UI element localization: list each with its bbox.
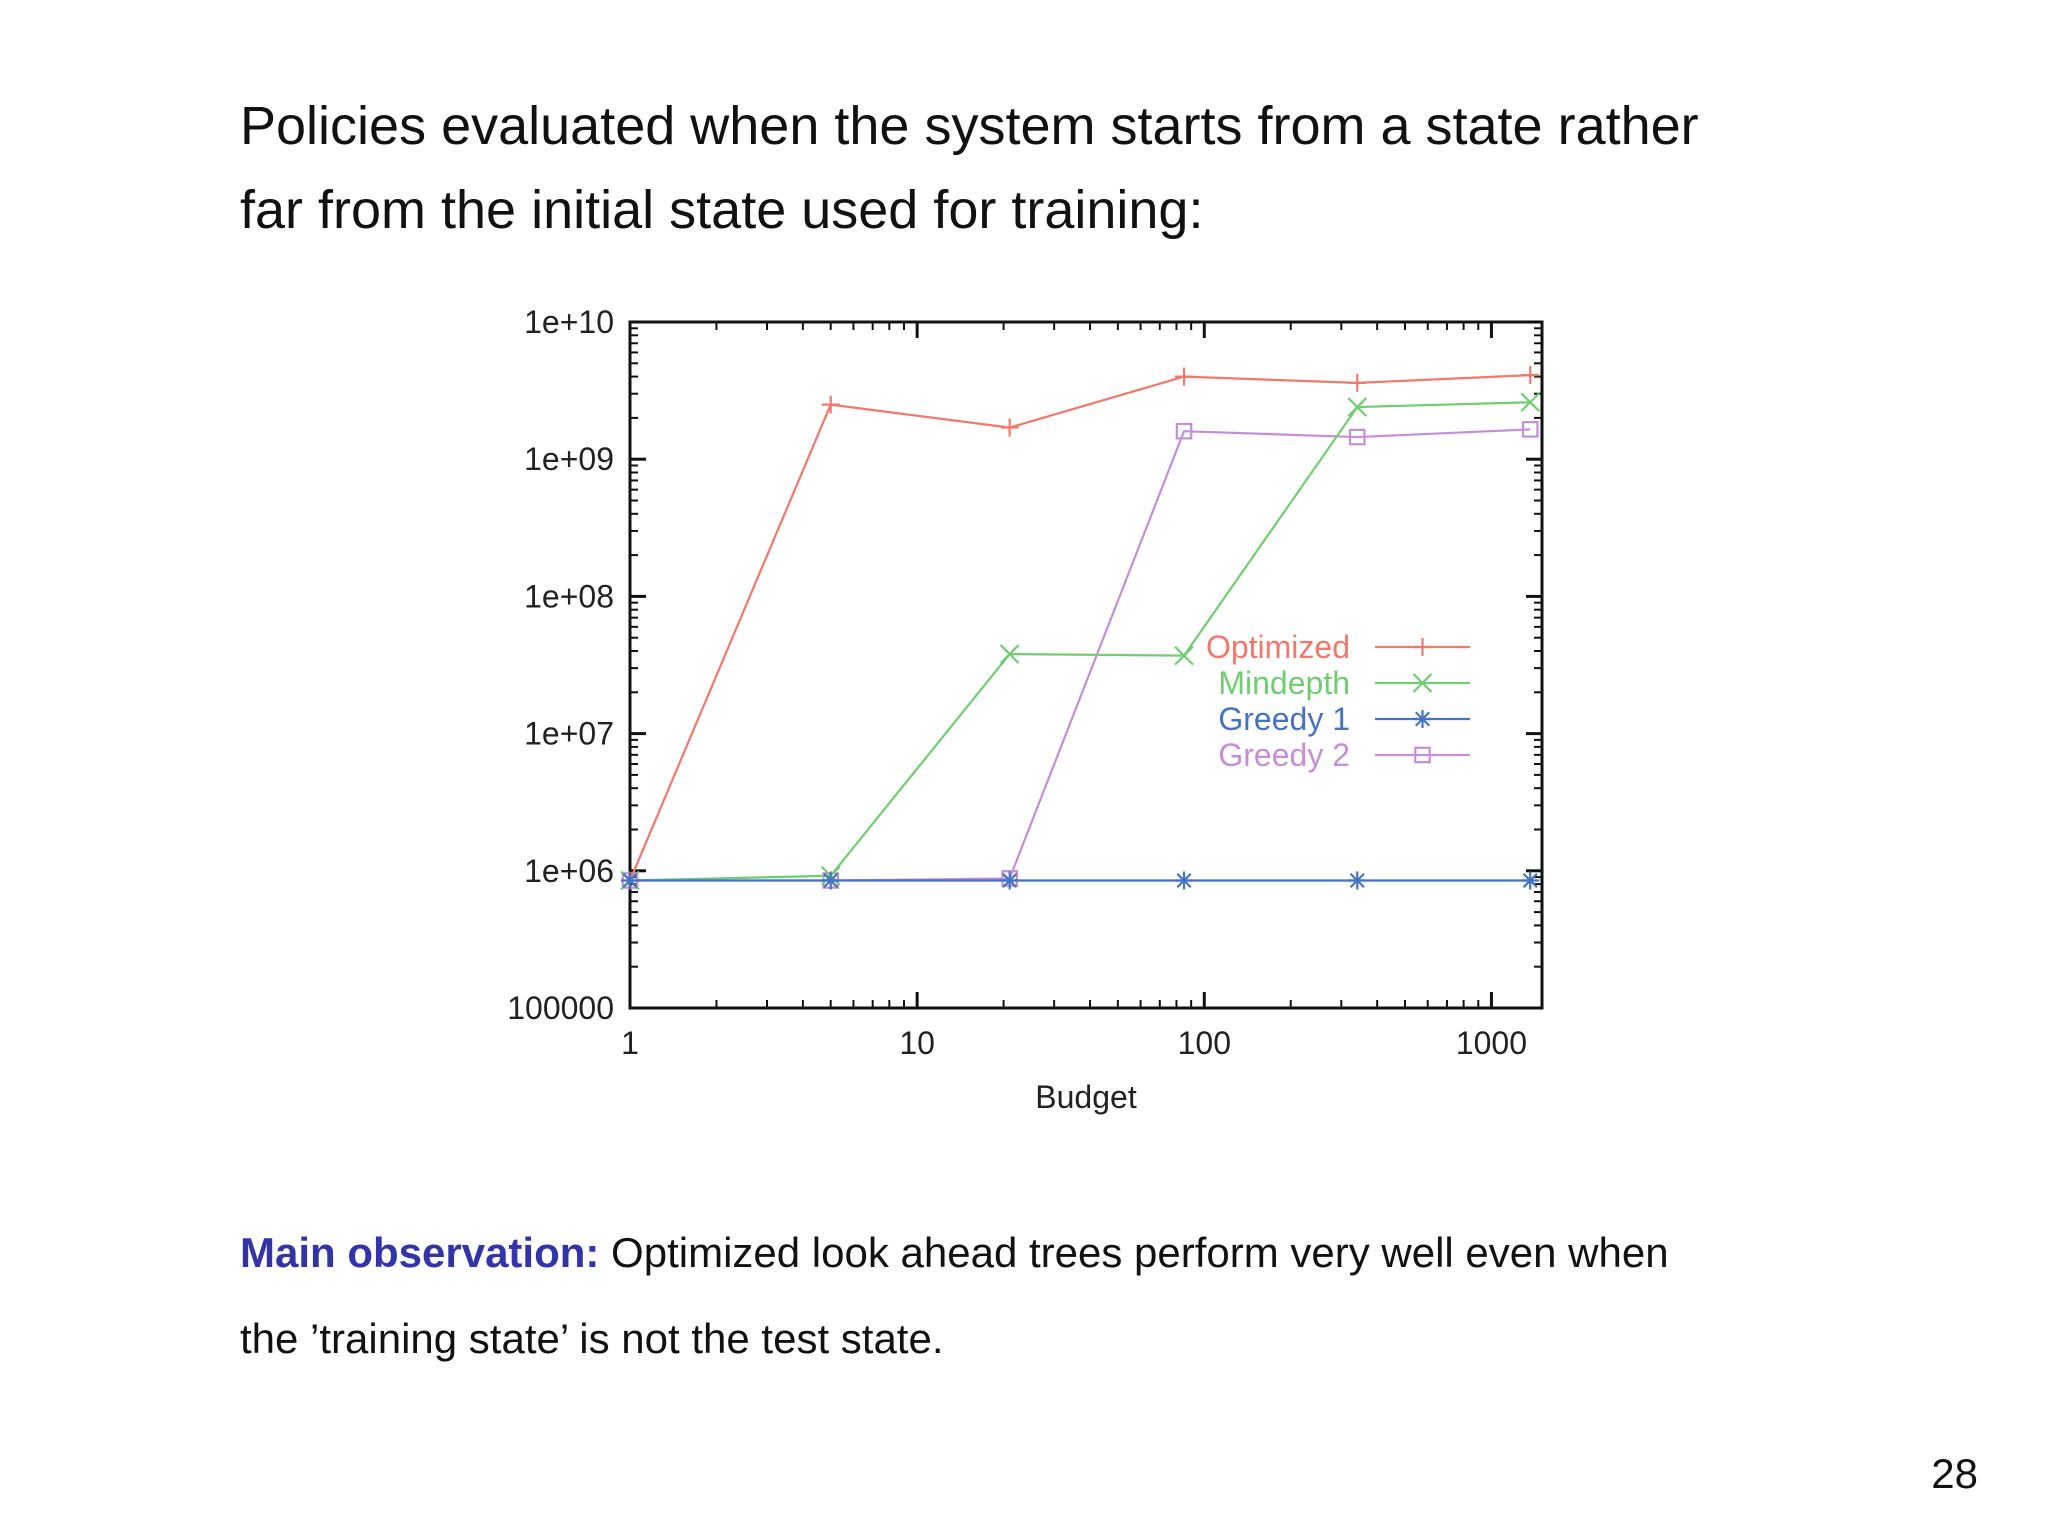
series-optimized — [621, 366, 1540, 890]
data-point-greedy-1 — [821, 871, 840, 890]
series-line-mindepth — [629, 401, 1531, 882]
x-tick-label: 100 — [1178, 1025, 1231, 1061]
y-tick-label: 100000 — [507, 990, 614, 1026]
legend-marker-greedy-2 — [1414, 746, 1431, 764]
data-point-optimized — [821, 395, 840, 414]
data-point-optimized — [1000, 418, 1019, 437]
x-tick-label: 1 — [621, 1025, 639, 1061]
legend-label-mindepth: Mindepth — [1218, 665, 1350, 701]
observation-text-line-1: Optimized look ahead trees perform very … — [599, 1229, 1669, 1276]
x-axis-ticks: 1 10 100 1000 — [621, 322, 1527, 1061]
data-point-greedy-1 — [1175, 871, 1194, 890]
x-tick-label: 10 — [899, 1025, 935, 1061]
y-tick-label: 1e+06 — [524, 853, 614, 889]
series-line-optimized — [628, 374, 1531, 881]
data-point-optimized — [1521, 366, 1540, 385]
data-point-mindepth — [999, 644, 1020, 664]
data-point-greedy-1 — [1348, 871, 1367, 890]
y-tick-label: 1e+09 — [524, 441, 614, 477]
slide-title-line-2: far from the initial state used for trai… — [240, 180, 1204, 240]
y-tick-label: 1e+10 — [524, 304, 614, 340]
data-point-optimized — [1175, 367, 1194, 386]
slide-title: Policies evaluated when the system start… — [240, 84, 1880, 252]
page-number: 28 — [1931, 1450, 1978, 1497]
plot-frame — [628, 320, 1544, 1010]
y-tick-label: 1e+07 — [524, 716, 614, 752]
data-point-mindepth — [1174, 645, 1194, 666]
data-point-greedy-2 — [1175, 422, 1193, 440]
y-axis-ticks: 100000 1e+06 1e+07 1e+08 1e+09 1e+10 — [507, 304, 1542, 1026]
data-point-greedy-2 — [1521, 421, 1539, 438]
data-point-mindepth — [1520, 392, 1541, 413]
legend-label-greedy-1: Greedy 1 — [1218, 701, 1350, 737]
data-point-greedy-1 — [621, 871, 639, 890]
legend-label-optimized: Optimized — [1206, 629, 1350, 665]
data-point-greedy-1 — [1521, 871, 1540, 890]
legend-marker-greedy-1 — [1413, 710, 1432, 728]
data-point-optimized — [1348, 373, 1367, 392]
y-tick-label: 1e+08 — [524, 578, 614, 614]
data-point-greedy-1 — [1000, 871, 1019, 890]
legend-marker-optimized — [1413, 638, 1432, 656]
x-tick-label: 1000 — [1456, 1025, 1527, 1061]
series-greedy-1 — [621, 871, 1540, 890]
series-mindepth — [620, 392, 1541, 891]
slide-title-line-1: Policies evaluated when the system start… — [240, 96, 1699, 156]
observation-label: Main observation: — [240, 1229, 600, 1276]
main-observation: Main observation: Optimized look ahead t… — [240, 1210, 1880, 1382]
x-axis-label: Budget — [1035, 1079, 1137, 1115]
legend-label-greedy-2: Greedy 2 — [1218, 737, 1350, 773]
observation-text-line-2: the ’training state’ is not the test sta… — [240, 1315, 944, 1362]
legend-marker-mindepth — [1412, 673, 1433, 693]
data-point-greedy-2 — [1348, 428, 1366, 446]
data-point-mindepth — [1347, 397, 1368, 417]
